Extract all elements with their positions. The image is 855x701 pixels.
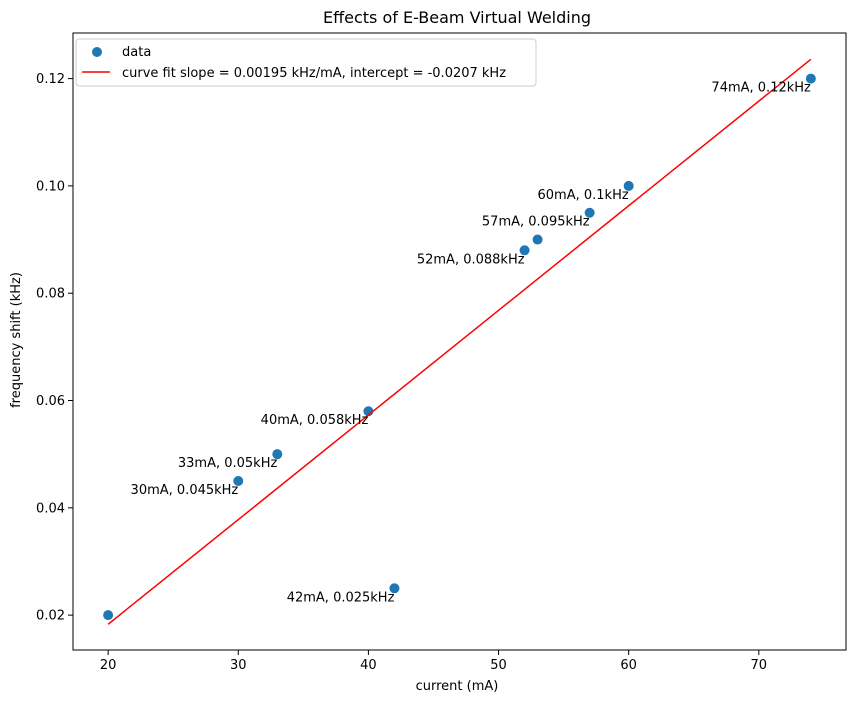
plot-area: 30mA, 0.045kHz 33mA, 0.05kHz 40mA, 0.058kH… — [103, 58, 816, 625]
y-tick-label: 0.12 — [36, 72, 65, 87]
x-tick-label: 20 — [100, 658, 117, 673]
legend-entry-data: data — [122, 45, 151, 60]
legend-box — [75, 38, 537, 87]
curve-fit-line — [107, 58, 812, 625]
point-annotation: 60mA, 0.1kHz — [538, 188, 629, 203]
legend: data curve fit slope = 0.00195 kHz/mA, i… — [75, 38, 537, 87]
y-tick-label: 0.08 — [36, 287, 65, 302]
point-annotation: 42mA, 0.025kHz — [287, 590, 395, 605]
point-annotation: 57mA, 0.095kHz — [482, 215, 590, 230]
chart-title: Effects of E-Beam Virtual Welding — [323, 8, 591, 27]
y-tick-label: 0.10 — [36, 179, 65, 194]
x-tick-label: 50 — [490, 658, 507, 673]
x-axis-label: current (mA) — [416, 679, 499, 694]
legend-entry-fit: curve fit slope = 0.00195 kHz/mA, interc… — [122, 66, 506, 81]
point-annotation: 30mA, 0.045kHz — [131, 483, 239, 498]
data-point — [103, 610, 114, 621]
x-axis: 20 30 40 50 60 70 — [100, 650, 767, 673]
data-point — [805, 73, 816, 84]
axes-frame — [72, 32, 847, 651]
data-point — [519, 245, 530, 256]
data-point — [272, 449, 283, 460]
point-annotation: 52mA, 0.088kHz — [417, 252, 525, 267]
x-tick-label: 30 — [230, 658, 247, 673]
data-point — [532, 234, 543, 245]
y-axis: 0.02 0.04 0.06 0.08 0.10 0.12 — [36, 72, 73, 624]
data-point — [389, 583, 400, 594]
y-tick-label: 0.06 — [36, 394, 65, 409]
x-tick-label: 60 — [620, 658, 637, 673]
x-tick-label: 70 — [751, 658, 768, 673]
y-axis-label: frequency shift (kHz) — [9, 272, 24, 408]
legend-marker-data — [92, 47, 102, 57]
y-tick-label: 0.02 — [36, 609, 65, 624]
point-annotation: 40mA, 0.058kHz — [261, 413, 369, 428]
data-point — [233, 475, 244, 486]
data-point — [623, 180, 634, 191]
y-tick-label: 0.04 — [36, 501, 65, 516]
x-tick-label: 40 — [360, 658, 377, 673]
point-annotation: 33mA, 0.05kHz — [178, 456, 278, 471]
point-annotation: 74mA, 0.12kHz — [711, 81, 811, 96]
data-point — [584, 207, 595, 218]
